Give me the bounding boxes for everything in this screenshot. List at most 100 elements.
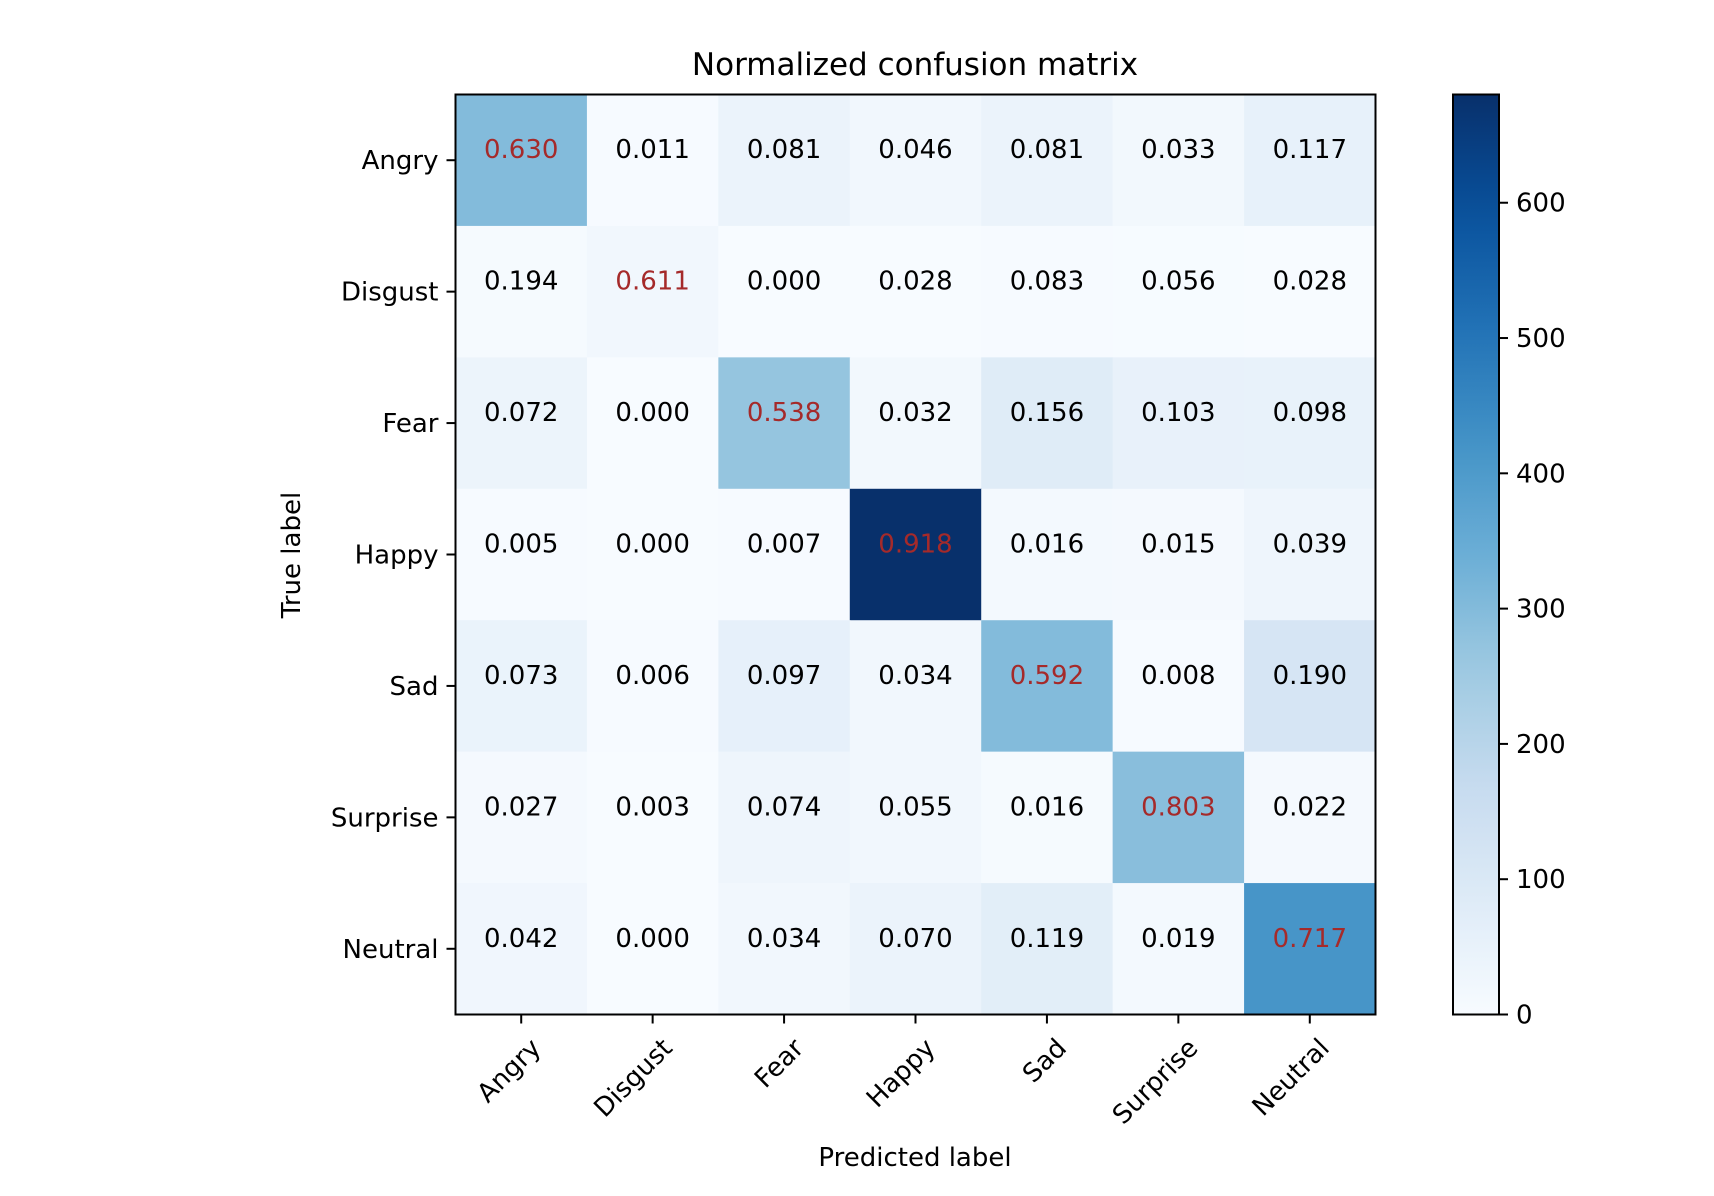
x-tick-label: Sad [1017,1033,1073,1089]
colorbar-ticks: 0 100 200 300 400 500 600 [1499,189,1566,1031]
diagonal-cell-label: 0.611 [615,267,689,297]
cell-label: 0.103 [1141,398,1215,428]
colorbar-tick-label: 600 [1516,189,1566,219]
heatmap-cell [718,751,851,884]
heatmap-cell [1244,751,1377,884]
heatmap-cell [455,883,588,1016]
heatmap-cell [455,488,588,621]
heatmap-cell [1244,94,1377,227]
heatmap-cell [981,620,1114,753]
heatmap-cell [586,883,719,1016]
y-tick-label: Disgust [341,278,439,308]
cell-label: 0.083 [1010,267,1084,297]
cell-label: 0.097 [747,661,821,691]
cell-label: 0.015 [1141,530,1215,560]
cell-label: 0.022 [1273,792,1347,822]
heatmap-cell [718,883,851,1016]
heatmap-cell [1244,883,1377,1016]
heatmap-cell [1244,357,1377,490]
cell-label: 0.005 [484,530,558,560]
colorbar [1453,94,1499,1015]
cell-label: 0.028 [1273,267,1347,297]
heatmap-cell [1244,620,1377,753]
heatmap-cell [1112,751,1245,884]
colorbar-tick-label: 100 [1516,865,1566,895]
heatmap-cell [981,357,1114,490]
cell-label: 0.194 [484,267,558,297]
heatmap-cell [1112,94,1245,227]
cell-label: 0.081 [1010,135,1084,165]
chart-title: Normalized confusion matrix [692,47,1138,83]
cell-label: 0.000 [615,924,689,954]
cell-label: 0.042 [484,924,558,954]
heatmap-cells [455,94,1377,1016]
diagonal-cell-label: 0.630 [484,135,558,165]
heatmap-cell [455,357,588,490]
y-tick-label: Neutral [343,935,439,965]
y-tick-label: Fear [382,409,438,439]
y-tick-label: Angry [362,146,439,176]
cell-label: 0.011 [615,135,689,165]
x-tick-label: Surprise [1107,1033,1204,1130]
heatmap-cell [455,620,588,753]
heatmap-cell [849,488,982,621]
heatmap-cell [586,620,719,753]
cell-label: 0.039 [1273,530,1347,560]
cell-label: 0.074 [747,792,821,822]
colorbar-tick-label: 500 [1516,324,1566,354]
heatmap-cell [455,225,588,358]
cell-label: 0.073 [484,661,558,691]
cell-label: 0.007 [747,530,821,560]
x-axis-ticks: Angry Disgust Fear Happy Sad Surprise Neutral [472,1014,1336,1131]
heatmap-cell [849,357,982,490]
heatmap-cell [586,357,719,490]
x-tick-label: Angry [472,1033,548,1109]
cell-label: 0.033 [1141,135,1215,165]
diagonal-cell-label: 0.538 [747,398,821,428]
colorbar-frame [1452,93,1500,1016]
cell-label: 0.019 [1141,924,1215,954]
heatmap-cell [455,751,588,884]
heatmap-cell [981,488,1114,621]
cell-label: 0.156 [1010,398,1084,428]
cell-label: 0.003 [615,792,689,822]
heatmap-cell [1112,488,1245,621]
cell-label: 0.008 [1141,661,1215,691]
x-axis-label: Predicted label [818,1143,1011,1173]
cell-label: 0.070 [878,924,952,954]
heatmap-cell [1112,620,1245,753]
cell-label: 0.000 [747,267,821,297]
heatmap-cell [455,94,588,227]
x-tick-label: Happy [861,1033,942,1114]
cell-label: 0.119 [1010,924,1084,954]
heatmap-cell [1112,883,1245,1016]
heatmap-cell [981,94,1114,227]
cell-label: 0.055 [878,792,952,822]
cell-label: 0.072 [484,398,558,428]
cell-label: 0.034 [878,661,952,691]
heatmap-cell [586,751,719,884]
cell-label: 0.081 [747,135,821,165]
y-tick-label: Sad [390,672,439,702]
cell-label: 0.016 [1010,530,1084,560]
x-tick-label: Disgust [588,1033,678,1123]
heatmap-cell [586,225,719,358]
heatmap-cell [849,751,982,884]
heatmap-cell [849,94,982,227]
y-tick-label: Surprise [331,803,439,833]
x-tick-label: Neutral [1247,1033,1336,1122]
cell-label: 0.016 [1010,792,1084,822]
cell-label: 0.028 [878,267,952,297]
heatmap-cell [718,620,851,753]
cell-label: 0.027 [484,792,558,822]
cell-label: 0.117 [1273,135,1347,165]
heatmap-cell [586,488,719,621]
diagonal-cell-label: 0.592 [1010,661,1084,691]
heatmap-cell [1244,225,1377,358]
heatmap-cell [981,225,1114,358]
cell-label: 0.000 [615,530,689,560]
y-tick-label: Happy [355,541,439,571]
cell-label: 0.034 [747,924,821,954]
heatmap-cell [849,225,982,358]
